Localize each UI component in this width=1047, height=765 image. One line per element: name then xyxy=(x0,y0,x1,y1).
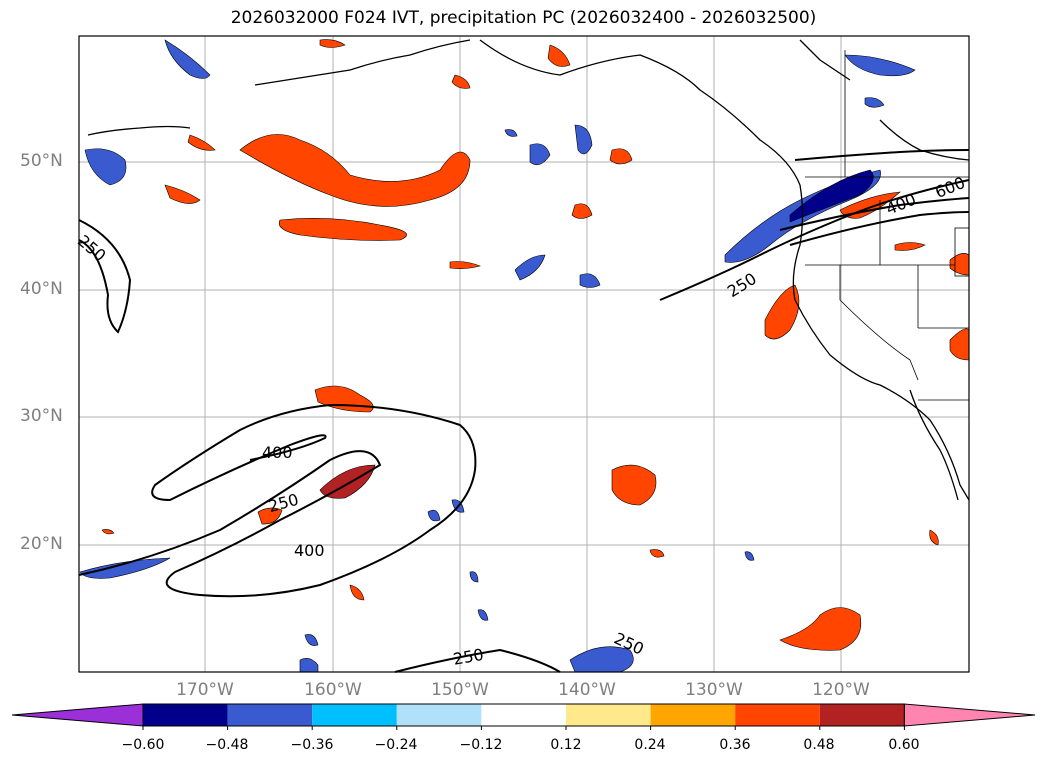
colorbar-tick-label: 0.60 xyxy=(888,737,920,753)
lon-label-150w: 150°W xyxy=(431,680,489,700)
colorbar-tick-label: −0.12 xyxy=(459,737,503,753)
colorbar-segment xyxy=(143,704,228,726)
colorbar-tick-label: −0.24 xyxy=(374,737,418,753)
map-frame xyxy=(78,35,970,673)
colorbar-tick-label: 0.24 xyxy=(634,737,666,753)
colorbar-segment xyxy=(481,704,566,726)
colorbar-segment xyxy=(735,704,820,726)
graticule xyxy=(79,36,969,672)
lat-label-50n: 50°N xyxy=(20,151,63,171)
colorbar-segment xyxy=(227,704,313,726)
lat-label-20n: 20°N xyxy=(20,534,63,554)
lon-label-130w: 130°W xyxy=(685,680,743,700)
colorbar-segment xyxy=(396,704,482,726)
lat-label-30n: 30°N xyxy=(20,406,63,426)
map-title: 2026032000 F024 IVT, precipitation PC (2… xyxy=(230,8,817,28)
colorbar-segment xyxy=(650,704,736,726)
coastlines xyxy=(87,39,970,501)
lat-label-40n: 40°N xyxy=(20,279,63,299)
plot-background xyxy=(79,36,969,672)
colorbar-tick-label: 0.48 xyxy=(803,737,835,753)
colorbar-tick-label: 0.36 xyxy=(719,737,751,753)
colorbar-extend-high xyxy=(903,703,1036,727)
colorbar-segment xyxy=(819,704,905,726)
colorbar-tick-label: −0.48 xyxy=(205,737,249,753)
colorbar-extend-low xyxy=(11,703,144,727)
ivt-contours xyxy=(78,149,970,673)
lon-label-140w: 140°W xyxy=(558,680,616,700)
colorbar-segment xyxy=(312,704,397,726)
lon-label-120w: 120°W xyxy=(812,680,870,700)
colorbar-tick-label: −0.36 xyxy=(290,737,334,753)
contour-label: 400 xyxy=(294,541,325,560)
colorbar xyxy=(11,703,1036,730)
precip-positive-areas xyxy=(101,39,970,651)
lon-label-170w: 170°W xyxy=(176,680,234,700)
lon-label-160w: 160°W xyxy=(304,680,362,700)
colorbar-segment xyxy=(566,704,651,726)
contour-label: 400 xyxy=(262,443,293,462)
colorbar-frame xyxy=(142,703,905,727)
colorbar-tick-label: −0.60 xyxy=(121,737,165,753)
colorbar-tick-label: 0.12 xyxy=(550,737,582,753)
